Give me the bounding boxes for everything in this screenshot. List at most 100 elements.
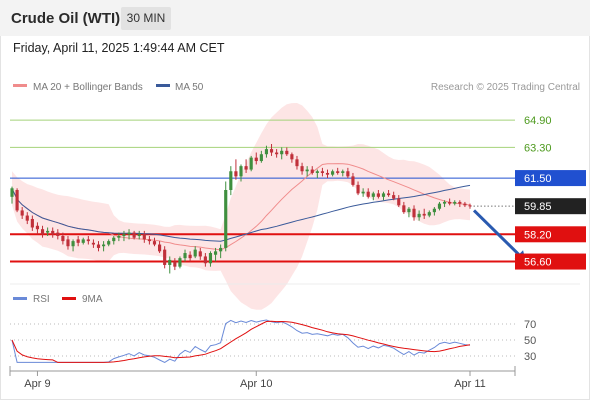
candle-body: [213, 251, 218, 255]
candle-body: [10, 188, 14, 197]
rsi-panel: 70 50 30: [10, 319, 536, 363]
candles: [10, 144, 472, 274]
candle-body: [117, 236, 121, 238]
candle-body: [249, 157, 253, 170]
candle-body: [224, 190, 228, 248]
candle-body: [234, 171, 238, 177]
candle-body: [269, 149, 274, 153]
rsi-line: [11, 319, 471, 363]
candle-body: [112, 237, 116, 242]
candle-body: [320, 171, 324, 173]
candle-body: [56, 232, 60, 236]
candle-body: [203, 256, 207, 264]
instrument-title: Crude Oil (WTI): [11, 10, 121, 27]
candle-body: [295, 159, 299, 167]
candle-body: [468, 205, 472, 207]
candle-body: [46, 230, 50, 233]
candle-body: [432, 208, 436, 213]
candle-body: [463, 203, 467, 206]
price-tags: 64.90 63.30 61.50 59.85 58.20 56.60: [515, 115, 586, 270]
candle-body: [387, 193, 391, 196]
candle-body: [366, 191, 370, 197]
candle-body: [371, 193, 375, 197]
support-2-label: 56.60: [524, 257, 552, 269]
resistance-1-label: 63.30: [524, 142, 552, 154]
candle-body: [407, 208, 411, 213]
candle-body: [422, 213, 426, 216]
candle-body: [356, 184, 360, 194]
candle-body: [300, 166, 304, 172]
ma50-legend-label: MA 50: [175, 82, 204, 93]
candle-body: [102, 244, 106, 247]
candle-body: [76, 239, 80, 243]
candle-body: [122, 234, 126, 236]
candle-body: [132, 232, 136, 238]
candle-body: [239, 166, 243, 177]
candle-body: [178, 258, 182, 267]
candle-body: [142, 234, 146, 240]
bollinger-band: [12, 103, 470, 310]
candle-body: [315, 171, 319, 173]
candle-body: [397, 198, 401, 206]
time-tick-label: Apr 10: [240, 378, 272, 390]
candle-body: [188, 254, 192, 259]
time-tick-label: Apr 9: [24, 378, 50, 390]
candle-body: [325, 172, 330, 175]
support-1-tag: [515, 226, 586, 243]
resistance-2-label: 64.90: [524, 115, 552, 127]
rsi-level-label: 70: [524, 319, 536, 331]
candle-body: [453, 201, 457, 204]
pivot-label: 61.50: [524, 173, 552, 185]
rsi-legend-label: RSI: [33, 294, 50, 305]
candle-body: [137, 234, 141, 236]
ma50-legend-swatch: [156, 84, 170, 87]
timeframe-badge[interactable]: 30 MIN: [121, 7, 171, 30]
forecast-arrow-shaft: [472, 209, 520, 256]
candle-body: [341, 171, 345, 173]
candle-body: [208, 253, 213, 264]
candle-body: [402, 205, 406, 213]
candle-body: [183, 253, 187, 259]
pivot-tag: [515, 170, 586, 187]
copyright-text: Research © 2025 Trading Central: [431, 82, 580, 93]
rsi-level-label: 50: [524, 335, 536, 347]
bollinger-band-area: [12, 103, 470, 310]
ma20-legend-swatch: [13, 84, 27, 87]
candle-body: [81, 239, 85, 243]
rsi-ma-legend-label: 9MA: [82, 294, 103, 305]
candle-body: [40, 229, 45, 235]
rsi-ma-legend-swatch: [62, 297, 76, 300]
candle-body: [173, 261, 177, 267]
candle-body: [20, 210, 24, 216]
timestamp: Friday, April 11, 2025 1:49:44 AM CET: [13, 41, 225, 55]
candle-body: [229, 171, 233, 190]
candle-body: [152, 241, 157, 245]
candle-body: [127, 232, 131, 235]
last-price-label: 59.85: [524, 201, 552, 213]
candle-body: [158, 244, 162, 252]
candle-body: [71, 241, 75, 247]
candle-body: [25, 215, 29, 221]
ma20-legend-label: MA 20 + Bollinger Bands: [33, 82, 143, 93]
time-tick-label: Apr 11: [454, 378, 486, 390]
candle-body: [310, 169, 314, 173]
candle-body: [35, 225, 40, 230]
candle-body: [417, 213, 421, 218]
candle-body: [448, 201, 452, 204]
header-bar: Crude Oil (WTI) 30 MIN: [0, 0, 590, 36]
candle-body: [346, 171, 350, 177]
candle-body: [392, 195, 396, 199]
candle-body: [442, 201, 447, 204]
candle-body: [458, 201, 462, 204]
candle-body: [193, 249, 197, 257]
candle-body: [331, 171, 335, 175]
candle-body: [168, 259, 172, 265]
rsi-ma-line: [11, 320, 471, 363]
candle-body: [437, 203, 442, 209]
candle-body: [280, 150, 284, 155]
candle-body: [219, 247, 223, 252]
candle-body: [147, 239, 151, 242]
support-1-label: 58.20: [524, 229, 552, 241]
last-price-tag: [515, 198, 586, 215]
